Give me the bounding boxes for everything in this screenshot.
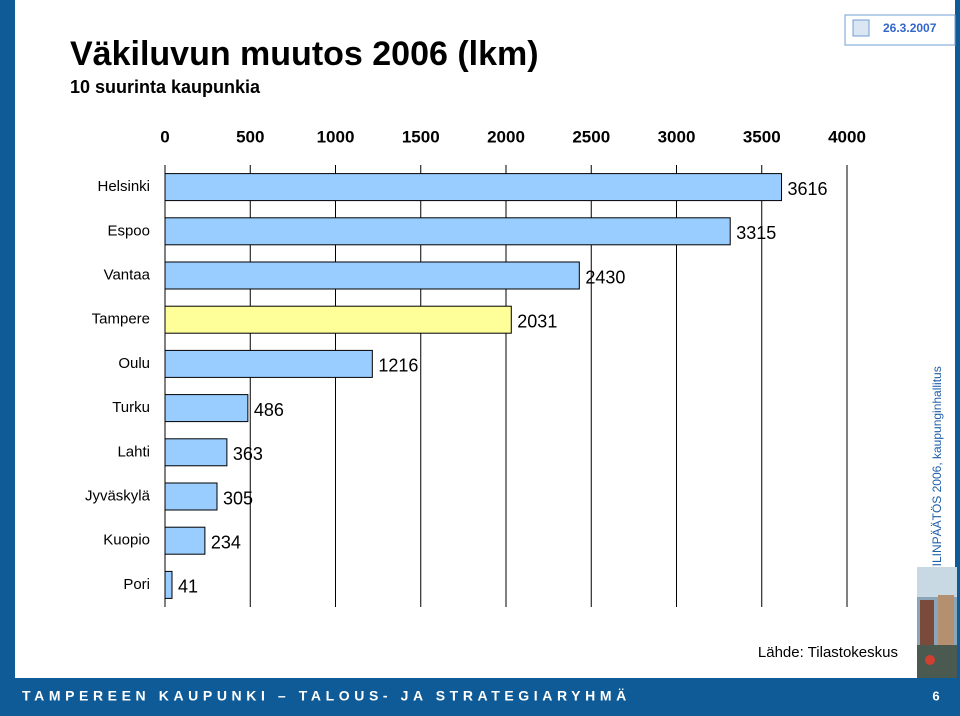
source: Lähde: Tilastokeskus: [758, 644, 898, 661]
title: Väkiluvun muutos 2006 (lkm): [70, 35, 539, 73]
y-tick-label: Espoo: [107, 222, 150, 239]
bar: [164, 438, 228, 467]
bar: [164, 305, 512, 334]
x-tick-label: 0: [160, 127, 169, 146]
chart: 0 500 1000 1500 2000 2500 3000 3500 4000 Helsinki…: [85, 127, 866, 607]
x-tick-label: 3000: [658, 127, 696, 146]
value-label: 2031: [517, 311, 557, 331]
subtitle: 10 suurinta kaupunkia: [70, 77, 261, 97]
value-label: 486: [254, 400, 284, 420]
x-tick-label: 4000: [828, 127, 866, 146]
y-tick-label: Turku: [112, 399, 150, 416]
left-band: [0, 0, 15, 716]
photo: [917, 567, 957, 678]
x-tick-label: 3500: [743, 127, 781, 146]
photo-building: [920, 600, 934, 645]
photo-sky: [917, 567, 957, 597]
value-label: 234: [211, 532, 241, 552]
right-band: [955, 0, 960, 716]
y-tick-label: Kuopio: [103, 532, 150, 549]
bar: [164, 570, 173, 599]
y-tick-label: Helsinki: [97, 178, 150, 195]
photo-building: [938, 595, 954, 645]
value-label: 1216: [378, 356, 418, 376]
x-tick-label: 500: [236, 127, 264, 146]
bar: [164, 349, 373, 378]
bar: [164, 526, 206, 555]
y-tick-label: Oulu: [118, 355, 150, 372]
y-tick-label: Jyväskylä: [85, 487, 151, 504]
y-tick-label: Lahti: [117, 443, 150, 460]
x-tick-label: 2000: [487, 127, 525, 146]
photo-street: [917, 645, 957, 678]
side-note: TILINPÄÄTÖS 2006, kaupunginhallitus: [930, 366, 944, 573]
value-label: 41: [178, 577, 198, 597]
value-label: 3315: [736, 223, 776, 243]
value-label: 2430: [585, 267, 625, 287]
x-tick-label: 1000: [317, 127, 355, 146]
y-tick-label: Tampere: [92, 311, 150, 328]
x-tick-label: 1500: [402, 127, 440, 146]
value-label: 363: [233, 444, 263, 464]
bar: [164, 482, 218, 511]
x-tick-label: 2500: [572, 127, 610, 146]
y-tick-label: Vantaa: [104, 266, 151, 283]
photo-detail: [925, 655, 935, 665]
bar: [164, 394, 249, 423]
bar: [164, 261, 580, 290]
date: 26.3.2007: [883, 21, 937, 35]
date-icon: [852, 19, 870, 37]
page-number: 6: [932, 688, 939, 703]
value-label: 305: [223, 488, 253, 508]
footer-text: TAMPEREEN KAUPUNKI – TALOUS- JA STRATEGI…: [22, 688, 631, 704]
bar: [164, 173, 783, 202]
y-tick-label: Pori: [123, 576, 150, 593]
footer-band: [0, 678, 960, 716]
bar: [164, 217, 731, 246]
value-label: 3616: [788, 179, 828, 199]
